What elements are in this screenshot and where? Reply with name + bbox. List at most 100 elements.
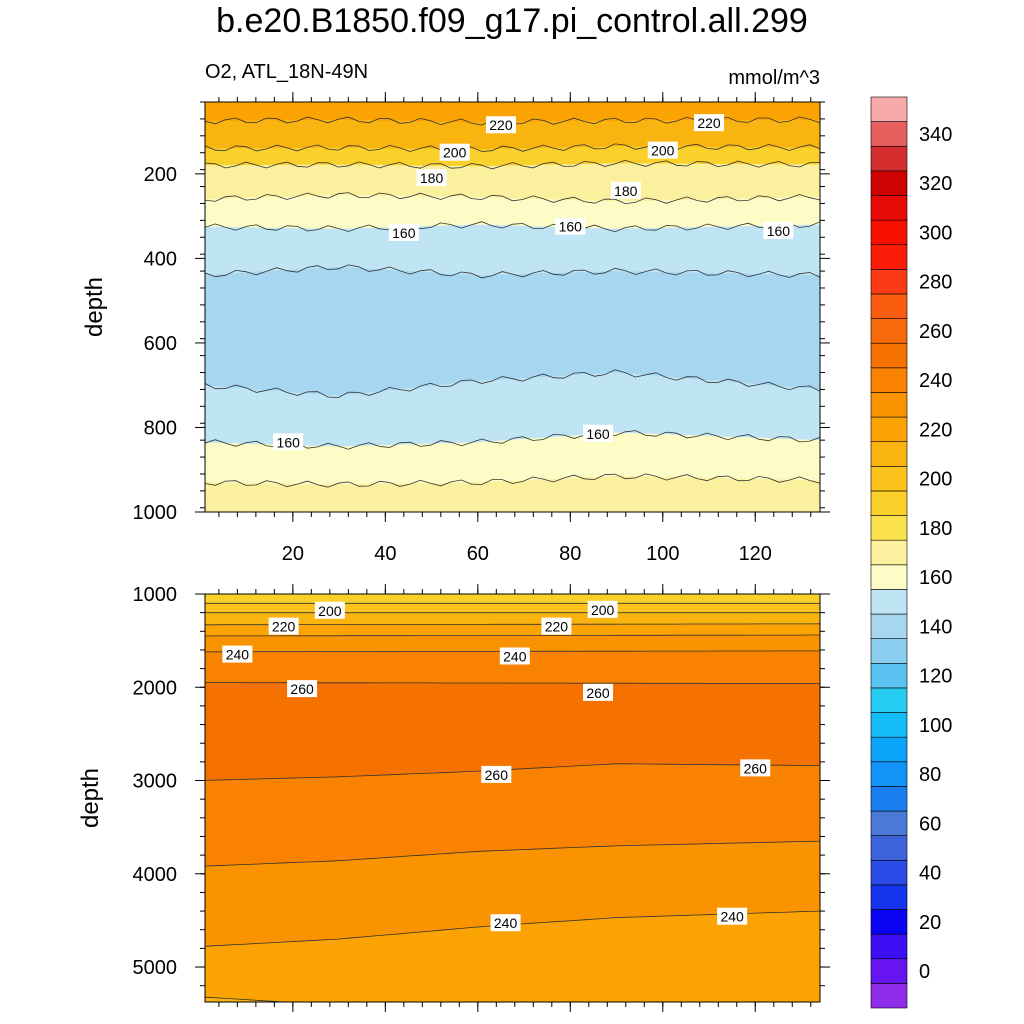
contour-label: 260 [740,759,771,777]
x-tick-label: 120 [739,543,772,565]
right-subtitle: mmol/m^3 [728,67,820,89]
colorbar-box [870,145,908,172]
contour-label-text: 200 [651,143,675,159]
contour-line [205,264,820,279]
contour-label: 160 [555,217,586,235]
left-subtitle: O2, ATL_18N-49N [205,61,368,83]
contour-label-text: 160 [559,219,583,235]
contour-label-text: 160 [392,225,416,241]
contour-label: 160 [763,221,794,239]
lower-panel: 200 200 220 220 240 240 260 260 260 260 240 240 1000… [77,584,830,1012]
contour-label: 220 [268,617,299,635]
colorbar-label: 180 [919,518,952,540]
contour-label: 240 [499,647,530,665]
y-tick-label: 5000 [133,957,178,979]
colorbar-label: 220 [919,419,952,441]
contour-label-text: 160 [277,434,301,450]
contour-label-text: 180 [420,170,444,186]
colorbar-label: 240 [919,370,952,392]
y-tick-label: 1000 [133,502,178,524]
colorbar-box [870,244,908,270]
contour-label: 200 [587,600,618,618]
contour-label: 160 [388,224,419,242]
x-tick-label: 60 [467,543,489,565]
colorbar-box [870,958,908,984]
colorbar-box [870,687,908,713]
contour-label: 200 [314,601,345,619]
colorbar-box [870,539,908,566]
contour-line [205,623,820,626]
colorbar-box [870,342,908,369]
colorbar-label: 20 [919,912,941,934]
colorbar-label: 160 [919,567,952,589]
y-tick-label: 600 [144,333,177,355]
colorbar-label: 300 [919,222,952,244]
contour-line [205,159,820,170]
y-tick-label: 800 [144,417,177,439]
y-tick-label: 2000 [133,677,178,699]
contour-line [205,763,820,781]
contour-label-text: 260 [290,681,314,697]
contour-label: 220 [694,114,725,132]
colorbar-box [870,712,908,738]
contour-label-text: 240 [494,915,518,931]
contour-label-text: 220 [489,117,513,133]
colorbar-box [870,736,908,763]
colorbar-box [870,933,908,960]
colorbar-box [870,96,908,122]
contour-label-text: 240 [503,648,527,664]
colorbar-label: 60 [919,813,941,835]
contour-label-text: 260 [744,760,768,776]
contour-band [205,476,820,512]
colorbar-box [870,269,908,295]
contour-label: 260 [287,680,318,698]
contour-line [205,430,820,450]
colorbar-box [870,170,908,196]
colorbar-box [870,416,908,443]
colorbar-box [870,589,908,615]
contour-label: 260 [481,765,512,783]
contour-label-text: 160 [767,223,791,239]
y-tick-label: 200 [144,164,177,186]
contour-label-text: 200 [443,145,467,161]
contour-label-text: 220 [272,619,296,635]
colorbar-label: 120 [919,666,952,688]
contour-label: 180 [416,169,447,187]
colorbar-box [870,515,908,541]
contour-label-text: 260 [485,767,509,783]
colorbar-box [870,613,908,639]
colorbar-box [870,786,908,812]
colorbar-label: 320 [919,173,952,195]
y-tick-label: 400 [144,248,177,270]
contour-line [205,221,820,233]
contour-label: 260 [583,683,614,701]
contour-label: 240 [222,645,253,663]
contour-label: 200 [439,143,470,161]
x-tick-label: 20 [282,543,304,565]
contour-line [205,369,820,399]
contour-label-text: 160 [586,426,610,442]
y-axis-label: depth [81,277,108,337]
colorbar-box [870,638,908,664]
x-tick-label: 40 [374,543,396,565]
colorbar-box [870,121,908,147]
colorbar-box [870,195,908,221]
colorbar-box [870,219,908,246]
colorbar: 3403203002802602402202001801601401201008… [870,96,952,1009]
colorbar-box [870,441,908,467]
contour-label-text: 240 [226,647,250,663]
plot-area: 220 220 200 200 180 180 160 160 160 160 160 [205,102,820,512]
contour-label: 160 [273,433,304,451]
colorbar-box [870,810,908,836]
colorbar-box [870,662,908,689]
colorbar-box [870,293,908,319]
contour-label-text: 240 [720,909,744,925]
colorbar-label: 0 [919,961,930,983]
contour-line [205,634,820,637]
colorbar-label: 140 [919,616,952,638]
contour-label: 180 [610,181,641,199]
y-tick-label: 4000 [133,864,178,886]
contour-label-text: 220 [697,115,721,131]
contour-line [205,473,820,488]
